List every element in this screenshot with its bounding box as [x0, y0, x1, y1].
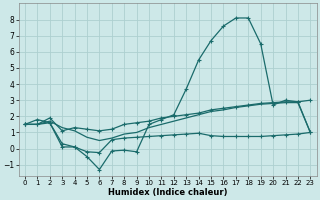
X-axis label: Humidex (Indice chaleur): Humidex (Indice chaleur): [108, 188, 228, 197]
